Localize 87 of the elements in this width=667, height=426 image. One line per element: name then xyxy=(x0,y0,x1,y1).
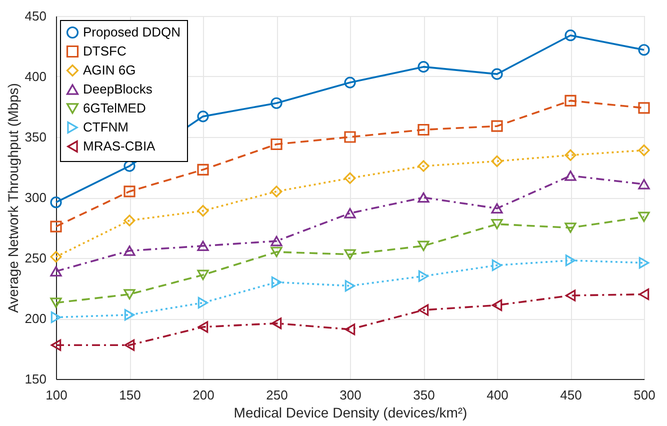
x-tick-label: 350 xyxy=(413,388,435,402)
point xyxy=(344,280,356,292)
point xyxy=(50,220,62,232)
x-tick-label: 250 xyxy=(266,388,288,402)
point xyxy=(50,266,62,276)
point xyxy=(638,257,650,269)
point xyxy=(418,124,430,136)
point xyxy=(564,222,576,233)
point xyxy=(344,76,356,88)
point xyxy=(492,299,502,311)
point xyxy=(50,196,62,208)
point xyxy=(198,296,208,309)
x-tick-label: 100 xyxy=(46,388,68,402)
point xyxy=(344,324,356,336)
point xyxy=(270,246,282,258)
x-tick-label: 150 xyxy=(119,388,141,402)
point xyxy=(418,270,429,282)
point xyxy=(418,61,430,73)
point xyxy=(638,288,650,300)
point xyxy=(198,321,208,333)
point xyxy=(271,318,282,330)
point xyxy=(418,192,430,203)
x-axis-title: Medical Device Density (devices/km²) xyxy=(234,404,468,420)
y-tick-label: 300 xyxy=(24,190,46,205)
legend-label: AGIN 6G xyxy=(83,62,136,78)
y-tick-label: 350 xyxy=(24,130,46,144)
point xyxy=(638,102,650,114)
point xyxy=(565,254,576,266)
point xyxy=(197,110,209,122)
x-tick-label: 400 xyxy=(486,388,508,402)
point xyxy=(197,164,209,176)
point xyxy=(491,203,503,214)
point xyxy=(124,339,135,351)
point xyxy=(124,309,135,321)
y-tick-label: 400 xyxy=(24,69,46,84)
legend-label: CTFNM xyxy=(83,120,128,134)
point xyxy=(270,186,282,198)
point xyxy=(270,236,282,246)
point xyxy=(124,214,136,226)
point xyxy=(564,94,576,106)
point xyxy=(50,298,62,308)
point xyxy=(564,30,576,42)
x-tick-label: 200 xyxy=(192,388,214,402)
point xyxy=(418,240,430,252)
point xyxy=(418,160,430,172)
point xyxy=(344,249,356,260)
point xyxy=(418,304,429,316)
point xyxy=(124,186,136,198)
point xyxy=(270,97,282,109)
point xyxy=(197,240,209,252)
legend-label: DeepBlocks xyxy=(83,82,153,96)
point xyxy=(491,120,503,132)
point xyxy=(638,44,650,56)
point xyxy=(491,155,503,167)
point xyxy=(50,311,62,324)
y-tick-label: 150 xyxy=(24,372,46,386)
point xyxy=(564,149,576,161)
point xyxy=(124,289,136,300)
point xyxy=(270,138,282,150)
point xyxy=(638,179,650,190)
point xyxy=(124,246,136,256)
point xyxy=(197,270,209,280)
point xyxy=(565,290,576,302)
point xyxy=(271,276,282,288)
legend-label: DTSFC xyxy=(83,44,126,58)
point xyxy=(564,170,576,181)
point xyxy=(344,131,356,143)
x-tick-label: 450 xyxy=(560,388,582,402)
point xyxy=(344,208,356,218)
point xyxy=(638,144,650,156)
y-axis-title: Average Network Throughput (Mbps) xyxy=(4,83,21,313)
point xyxy=(492,259,502,272)
point xyxy=(491,218,503,230)
x-tick-label: 500 xyxy=(634,388,656,402)
y-tick-label: 450 xyxy=(24,8,46,24)
point xyxy=(50,339,62,351)
y-tick-label: 250 xyxy=(24,250,46,266)
legend-label: MRAS-CBIA xyxy=(83,138,156,154)
point xyxy=(638,212,650,222)
point xyxy=(50,250,62,263)
y-tick-label: 200 xyxy=(24,311,46,326)
legend-label: Proposed DDQN xyxy=(83,24,181,40)
legend-label: 6GTelMED xyxy=(83,100,146,116)
x-tick-label: 300 xyxy=(340,388,362,402)
point xyxy=(197,205,209,217)
point xyxy=(344,172,356,184)
point xyxy=(491,68,503,80)
